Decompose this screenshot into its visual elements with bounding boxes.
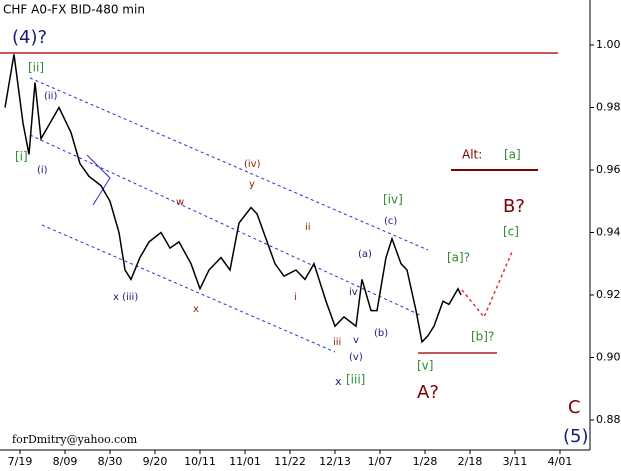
wave-label: [ii] bbox=[28, 61, 44, 75]
x-tick-label: 8/09 bbox=[53, 455, 78, 468]
wave-label: i bbox=[294, 292, 297, 303]
wave-label: y bbox=[249, 179, 255, 190]
x-tick-label: 11/01 bbox=[229, 455, 261, 468]
triangle bbox=[86, 154, 111, 206]
chart-title: CHF A0-FX BID-480 min bbox=[3, 3, 145, 17]
wave-label: [c] bbox=[503, 225, 519, 239]
y-tick-label: 0.98 bbox=[596, 101, 621, 114]
wave-label: (iv) bbox=[244, 159, 261, 170]
wave-label: [iii] bbox=[346, 373, 365, 387]
wave-label: (i) bbox=[37, 165, 48, 176]
footer: forDmitry@yahoo.com bbox=[12, 433, 138, 446]
wave-label: iv bbox=[349, 287, 358, 298]
y-tick-label: 0.90 bbox=[596, 351, 621, 364]
wave-label: C bbox=[568, 397, 581, 418]
x-tick-label: 3/11 bbox=[503, 455, 528, 468]
wave-label: [a]? bbox=[447, 251, 470, 265]
wave-label: x bbox=[193, 304, 199, 315]
wave-label: ii bbox=[305, 222, 311, 233]
wave-label: (b) bbox=[374, 328, 388, 339]
wave-label: [iv] bbox=[383, 193, 403, 207]
y-tick-label: 0.88 bbox=[596, 413, 621, 426]
y-tick-label: 0.96 bbox=[596, 163, 621, 176]
wave-label: x bbox=[335, 375, 342, 388]
wave-label: (5) bbox=[563, 426, 589, 447]
wave-label: (4)? bbox=[12, 27, 47, 48]
wave-label: B? bbox=[503, 196, 525, 217]
x-tick-label: 2/18 bbox=[458, 455, 483, 468]
wave-label: [b]? bbox=[471, 330, 494, 344]
x-tick-label: 12/13 bbox=[319, 455, 351, 468]
x-tick-label: 9/20 bbox=[143, 455, 168, 468]
wave-label: Alt: bbox=[462, 148, 482, 162]
wave-label: [a] bbox=[504, 148, 521, 162]
y-tick-label: 0.94 bbox=[596, 226, 621, 239]
x-tick-label: 11/22 bbox=[274, 455, 306, 468]
x-tick-label: 8/30 bbox=[98, 455, 123, 468]
x-tick-label: 7/19 bbox=[8, 455, 33, 468]
channel bbox=[29, 77, 429, 353]
wave-label: v bbox=[353, 335, 359, 346]
wave-label: iii bbox=[333, 337, 341, 348]
x-tick-label: 10/11 bbox=[184, 455, 216, 468]
wave-label: (c) bbox=[384, 216, 397, 227]
x-tick-label: 4/01 bbox=[548, 455, 573, 468]
channel-lower bbox=[41, 224, 336, 353]
y-tick-label: 0.92 bbox=[596, 288, 621, 301]
y-tick-label: 1.00 bbox=[596, 38, 621, 51]
wave-label: x (iii) bbox=[113, 292, 138, 303]
wave-label: [v] bbox=[417, 359, 433, 373]
channel-upper bbox=[29, 77, 429, 251]
price-line bbox=[4, 54, 462, 344]
wave-label: [i] bbox=[15, 150, 28, 164]
x-tick-label: 1/07 bbox=[368, 455, 393, 468]
wave-label: A? bbox=[417, 382, 439, 403]
wave-label: w bbox=[176, 197, 184, 208]
wave-label: (a) bbox=[358, 249, 372, 260]
wave-label: (ii) bbox=[44, 91, 57, 102]
wave-label: (v) bbox=[349, 352, 363, 363]
x-tick-label: 1/28 bbox=[413, 455, 438, 468]
